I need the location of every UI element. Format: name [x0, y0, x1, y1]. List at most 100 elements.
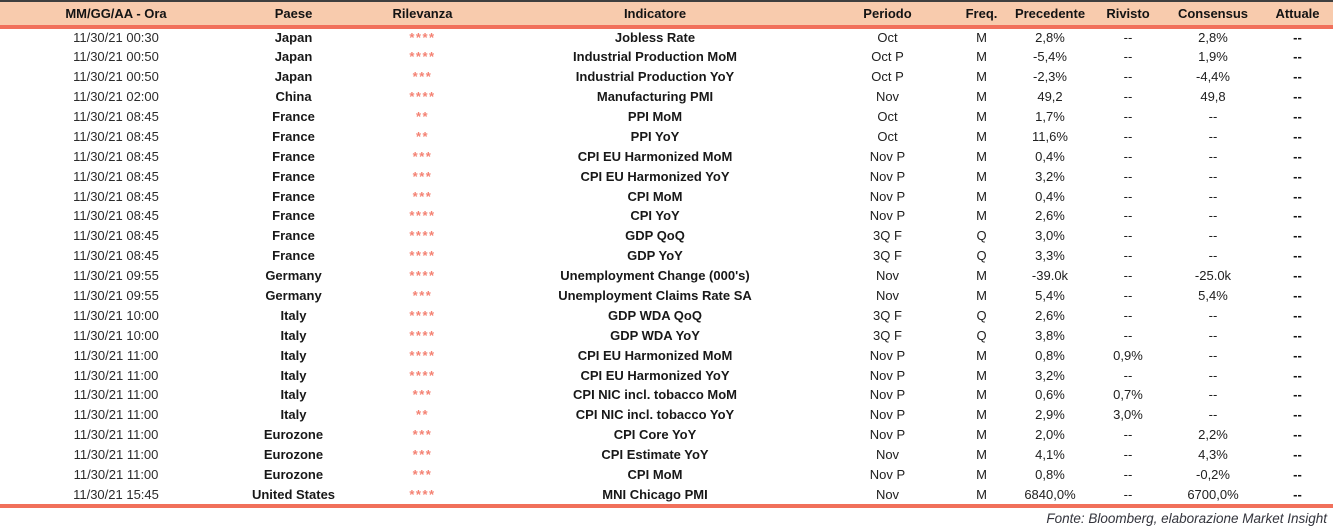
- cell-revised: --: [1123, 128, 1133, 144]
- cell-consensus: 5,4%: [1198, 288, 1228, 304]
- cell-period: Nov P: [869, 208, 906, 224]
- cell-revised: --: [1123, 208, 1133, 224]
- cell-date: 11/30/21 08:45: [73, 128, 159, 144]
- cell-country: Germany: [265, 268, 322, 284]
- table-row: 11/30/21 11:00 Eurozone *** CPI Estimate Yo…: [0, 445, 1333, 465]
- cell-previous: 3,3%: [1035, 248, 1065, 264]
- cell-actual: --: [1293, 168, 1302, 184]
- cell-freq: M: [976, 128, 987, 144]
- table-row: 11/30/21 08:45 France **** GDP YoY 3Q F Q 3,3%…: [0, 246, 1333, 266]
- cell-relevance: **: [415, 128, 430, 144]
- cell-actual: --: [1293, 268, 1302, 284]
- cell-consensus: 2,2%: [1198, 427, 1228, 443]
- table-row: 11/30/21 00:50 Japan **** Industrial Produc…: [0, 47, 1333, 67]
- cell-period: Oct P: [871, 69, 904, 85]
- cell-country: Germany: [265, 288, 322, 304]
- economic-calendar-table: MM/GG/AA - Ora Paese Rilevanza Indicator…: [0, 0, 1333, 504]
- cell-consensus: --: [1208, 109, 1218, 124]
- cell-country: Italy: [280, 387, 307, 403]
- column-header-indicator: Indicatore: [490, 0, 820, 29]
- cell-relevance: ****: [409, 228, 436, 244]
- cell-actual: --: [1293, 248, 1302, 264]
- cell-country: France: [272, 109, 315, 124]
- cell-consensus: --: [1208, 128, 1218, 144]
- table-row: 11/30/21 08:45 France *** CPI MoM Nov P M 0,4%…: [0, 186, 1333, 206]
- cell-actual: --: [1293, 148, 1302, 164]
- cell-revised: 3,0%: [1113, 407, 1143, 423]
- cell-indicator: GDP QoQ: [625, 228, 685, 244]
- column-header-actual: Attuale: [1262, 0, 1333, 29]
- cell-indicator: CPI MoM: [627, 467, 683, 483]
- cell-date: 11/30/21 15:45: [73, 486, 159, 502]
- cell-country: Italy: [280, 307, 307, 323]
- cell-date: 11/30/21 11:00: [73, 467, 159, 483]
- table-body: 11/30/21 00:30 Japan **** Jobless Rate Oct M 2…: [0, 27, 1333, 504]
- cell-date: 11/30/21 09:55: [73, 288, 159, 304]
- cell-period: Nov P: [869, 387, 906, 403]
- header-row: MM/GG/AA - Ora Paese Rilevanza Indicator…: [0, 0, 1333, 29]
- cell-period: Nov P: [869, 467, 906, 483]
- cell-period: Nov P: [869, 407, 906, 423]
- cell-actual: --: [1293, 109, 1302, 124]
- cell-revised: --: [1123, 467, 1133, 483]
- table-row: 11/30/21 00:30 Japan **** Jobless Rate Oct M 2…: [0, 27, 1333, 47]
- column-header-freq: Freq.: [955, 0, 1008, 29]
- table-row: 11/30/21 08:45 France *** CPI EU Harmonized…: [0, 166, 1333, 186]
- cell-previous: 2,6%: [1035, 307, 1065, 323]
- cell-consensus: --: [1208, 168, 1218, 184]
- cell-relevance: ****: [409, 347, 436, 363]
- cell-date: 11/30/21 11:00: [73, 447, 159, 463]
- cell-revised: --: [1123, 427, 1133, 443]
- cell-indicator: Jobless Rate: [614, 30, 696, 46]
- cell-indicator: Unemployment Claims Rate SA: [558, 288, 752, 304]
- column-header-relevance: Rilevanza: [355, 0, 490, 29]
- cell-date: 11/30/21 08:45: [73, 188, 159, 204]
- table-row: 11/30/21 10:00 Italy **** GDP WDA QoQ 3Q F Q 2…: [0, 305, 1333, 325]
- cell-country: Japan: [274, 69, 313, 85]
- cell-previous: 5,4%: [1035, 288, 1065, 304]
- cell-period: Nov: [875, 447, 900, 463]
- cell-previous: 2,9%: [1035, 407, 1065, 423]
- cell-previous: 6840,0%: [1024, 486, 1076, 502]
- cell-date: 11/30/21 08:45: [73, 148, 159, 164]
- cell-country: France: [272, 128, 315, 144]
- cell-consensus: --: [1208, 307, 1218, 323]
- cell-previous: 11,6%: [1032, 128, 1068, 144]
- cell-actual: --: [1293, 467, 1302, 483]
- cell-consensus: -0,2%: [1196, 467, 1230, 483]
- cell-relevance: ***: [412, 427, 433, 443]
- cell-freq: M: [976, 467, 987, 483]
- cell-actual: --: [1293, 327, 1302, 343]
- column-header-consensus: Consensus: [1164, 0, 1262, 29]
- cell-previous: 3,2%: [1035, 168, 1065, 184]
- cell-previous: 2,6%: [1035, 208, 1065, 224]
- cell-revised: --: [1123, 288, 1133, 304]
- cell-actual: --: [1293, 427, 1302, 443]
- cell-period: Oct: [877, 128, 898, 144]
- table-row: 11/30/21 08:45 France **** GDP QoQ 3Q F Q 3,0%…: [0, 226, 1333, 246]
- cell-period: Nov P: [869, 367, 906, 383]
- cell-freq: M: [976, 168, 987, 184]
- cell-actual: --: [1293, 407, 1302, 423]
- cell-previous: 0,6%: [1035, 387, 1065, 403]
- cell-country: Italy: [280, 347, 307, 363]
- cell-actual: --: [1293, 89, 1302, 105]
- cell-freq: Q: [976, 228, 987, 244]
- cell-indicator: Manufacturing PMI: [596, 89, 714, 105]
- cell-period: Nov: [875, 268, 900, 284]
- cell-freq: M: [976, 387, 987, 403]
- cell-freq: M: [976, 486, 987, 502]
- cell-date: 11/30/21 11:00: [73, 347, 159, 363]
- cell-relevance: ****: [409, 268, 436, 284]
- cell-date: 11/30/21 08:45: [73, 208, 159, 224]
- cell-freq: M: [976, 407, 987, 423]
- cell-indicator: Industrial Production MoM: [573, 49, 737, 65]
- cell-country: China: [275, 89, 312, 105]
- cell-freq: M: [976, 268, 987, 284]
- cell-actual: --: [1293, 307, 1302, 323]
- cell-date: 11/30/21 02:00: [73, 89, 159, 105]
- cell-date: 11/30/21 00:50: [73, 69, 159, 85]
- cell-actual: --: [1293, 49, 1302, 65]
- cell-revised: --: [1123, 486, 1133, 502]
- cell-date: 11/30/21 08:45: [73, 168, 159, 184]
